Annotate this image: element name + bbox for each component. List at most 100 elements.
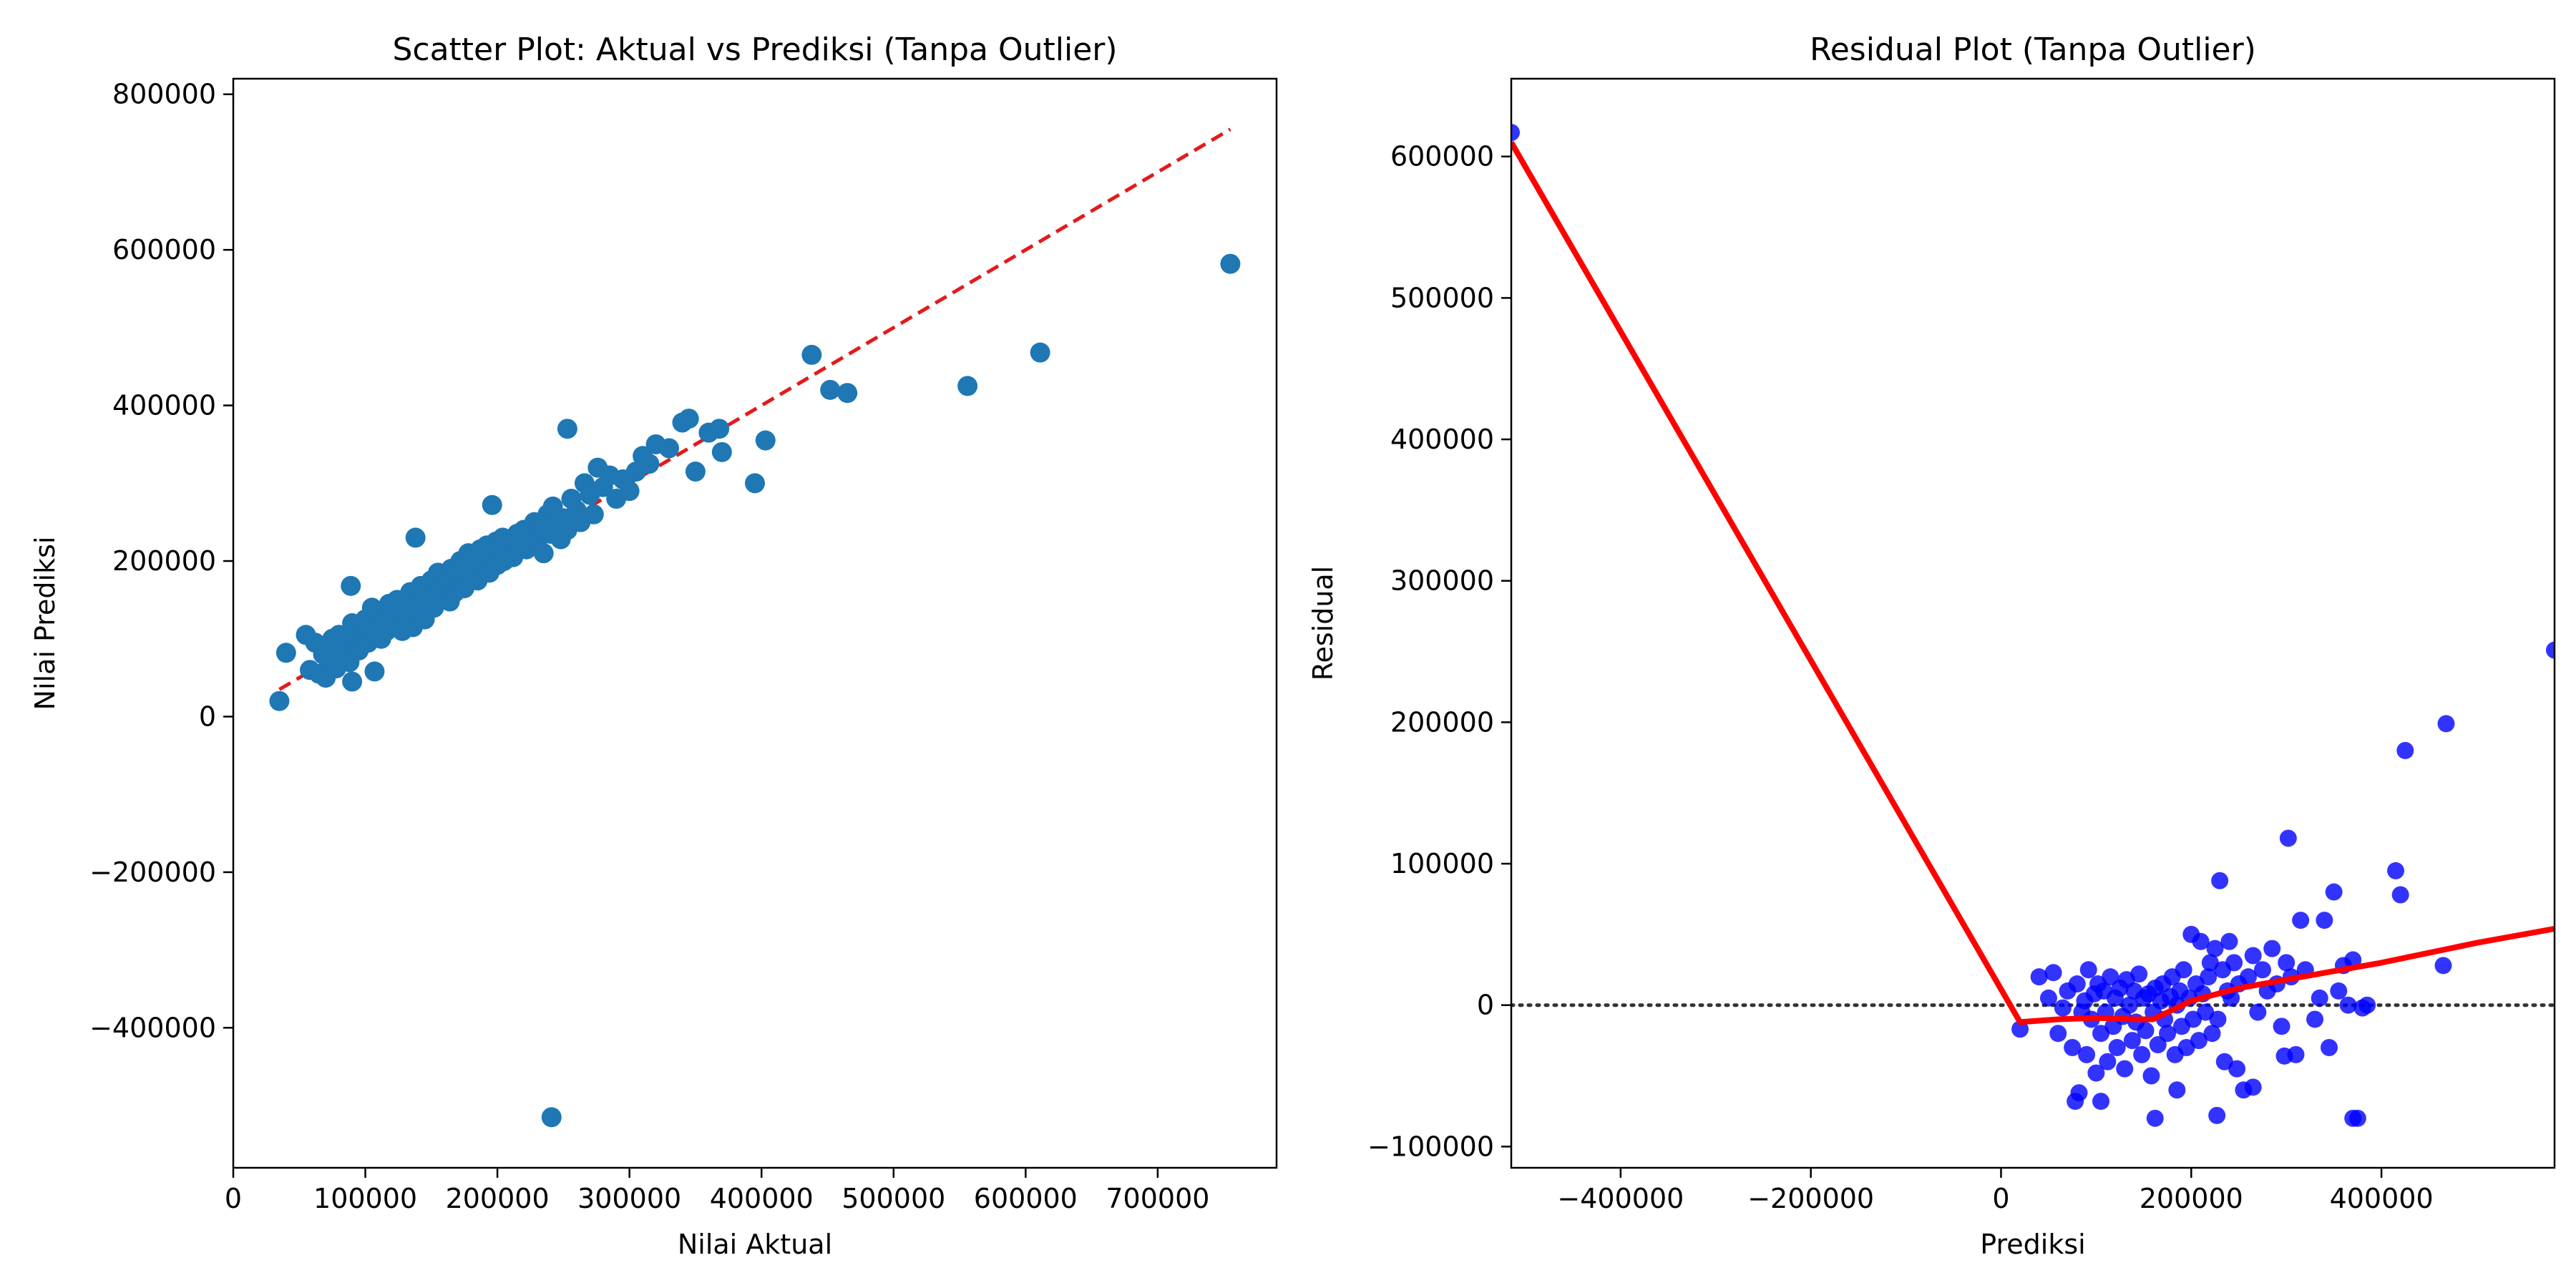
residual-point xyxy=(2244,1078,2262,1096)
residual-point xyxy=(2146,1109,2164,1127)
scatter-point xyxy=(364,661,385,682)
scatter-plot-y-tick-label: 200000 xyxy=(112,545,216,577)
residual-point xyxy=(2192,932,2210,950)
scatter-plot-points xyxy=(269,253,1241,1128)
residual-point xyxy=(2311,989,2328,1007)
residual-point xyxy=(2175,961,2192,979)
residual-plot-title: Residual Plot (Tanpa Outlier) xyxy=(1810,31,2256,68)
scatter-point xyxy=(745,473,765,494)
residual-point xyxy=(2079,961,2097,979)
scatter-point xyxy=(755,430,776,451)
scatter-plot-x-tick-label: 100000 xyxy=(313,1183,417,1214)
residual-point xyxy=(2275,1047,2293,1065)
scatter-plot-y-tick-label: 600000 xyxy=(112,234,216,265)
scatter-point xyxy=(482,494,502,515)
scatter-point xyxy=(957,376,978,396)
scatter-plot-y-tick-label: −400000 xyxy=(89,1012,216,1043)
residual-point xyxy=(2278,954,2296,972)
scatter-point xyxy=(1220,253,1241,274)
residual-point xyxy=(2330,982,2348,1000)
residual-point xyxy=(2168,1081,2186,1099)
scatter-point xyxy=(659,438,680,459)
residual-point xyxy=(2200,968,2218,986)
scatter-point xyxy=(341,575,361,596)
residual-point xyxy=(2244,947,2262,965)
residual-point xyxy=(2120,996,2138,1014)
residual-point xyxy=(2263,940,2281,957)
scatter-point xyxy=(837,383,858,404)
residual-point xyxy=(2273,1018,2290,1035)
residual-point xyxy=(2049,1025,2067,1043)
residual-point xyxy=(2220,932,2238,950)
residual-point xyxy=(2279,829,2297,847)
residual-point xyxy=(2396,741,2414,759)
residual-point xyxy=(2206,940,2224,957)
scatter-point xyxy=(711,441,732,462)
scatter-point xyxy=(275,643,296,663)
residual-point xyxy=(2437,715,2455,733)
scatter-plot-x-tick-label: 400000 xyxy=(710,1183,814,1214)
residual-point xyxy=(2123,1032,2141,1050)
residual-point xyxy=(2054,999,2072,1017)
residual-point xyxy=(2067,1093,2084,1111)
residual-plot-y-tick-label: 100000 xyxy=(1390,848,1494,879)
scatter-plot-y-tick-label: −200000 xyxy=(89,857,216,888)
residual-point xyxy=(2068,975,2086,993)
scatter-plot-x-tick-label: 600000 xyxy=(974,1183,1078,1214)
scatter-point xyxy=(801,344,822,365)
residual-point xyxy=(2137,1022,2155,1040)
scatter-point xyxy=(405,527,426,548)
scatter-plot-axes-ticks: 0 100000 200000 300000 400000 500000 600000 700… xyxy=(89,79,1209,1214)
residual-plot-y-tick-label: 400000 xyxy=(1390,424,1494,455)
residual-point xyxy=(2044,964,2062,982)
residual-point xyxy=(2339,996,2357,1014)
residual-point xyxy=(2344,1109,2362,1127)
scatter-point xyxy=(619,481,640,502)
residual-point xyxy=(2325,883,2343,901)
scatter-plot-x-tick-label: 500000 xyxy=(841,1183,945,1214)
residual-point xyxy=(2087,1064,2105,1082)
residual-point xyxy=(2142,1067,2160,1085)
residual-point xyxy=(2316,912,2333,930)
residual-point xyxy=(2208,1106,2226,1124)
residual-plot-x-tick-label: −200000 xyxy=(1747,1183,1874,1214)
residual-point xyxy=(1511,124,1520,142)
residual-point xyxy=(2358,996,2376,1014)
residual-point xyxy=(2203,1025,2221,1043)
residual-point xyxy=(2102,968,2119,986)
scatter-point xyxy=(1030,342,1050,363)
residual-point xyxy=(2078,1045,2096,1063)
residual-point xyxy=(2387,862,2405,879)
scatter-point xyxy=(685,462,706,482)
scatter-point xyxy=(820,379,841,400)
scatter-plot-y-tick-label: 800000 xyxy=(112,79,216,110)
residual-plot-axes-ticks: −400000 −200000 0 200000 400000 −100000 0 10000… xyxy=(1367,141,2434,1214)
scatter-point xyxy=(639,454,660,474)
residual-point xyxy=(2211,872,2229,889)
residual-point xyxy=(2391,886,2409,904)
scatter-plot-x-tick-label: 200000 xyxy=(446,1183,550,1214)
residual-plot-x-tick-label: 400000 xyxy=(2330,1183,2434,1214)
residual-point xyxy=(2546,641,2555,659)
residual-plot-x-tick-label: −400000 xyxy=(1557,1183,1684,1214)
scatter-point xyxy=(541,1107,562,1128)
scatter-plot-x-label: Nilai Aktual xyxy=(678,1229,832,1260)
residual-point xyxy=(2011,1020,2029,1038)
residual-plot-points xyxy=(1511,124,2555,1127)
residual-plot-x-label: Prediksi xyxy=(1980,1229,2085,1260)
residual-plot-x-tick-label: 0 xyxy=(1992,1183,2009,1214)
residual-point xyxy=(2092,1093,2110,1111)
residual-point xyxy=(2292,912,2310,930)
scatter-point xyxy=(269,691,290,711)
residual-point xyxy=(2030,968,2048,986)
residual-point xyxy=(2228,1060,2246,1078)
residual-point xyxy=(2116,1060,2134,1078)
residual-point xyxy=(2039,989,2057,1007)
residual-point xyxy=(2240,968,2258,986)
residual-plot-y-tick-label: −100000 xyxy=(1367,1131,1494,1162)
residual-point xyxy=(2133,1045,2151,1063)
residual-plot-x-tick-label: 200000 xyxy=(2140,1183,2243,1214)
scatter-point xyxy=(557,419,577,439)
residual-plot-y-tick-label: 300000 xyxy=(1390,565,1494,597)
